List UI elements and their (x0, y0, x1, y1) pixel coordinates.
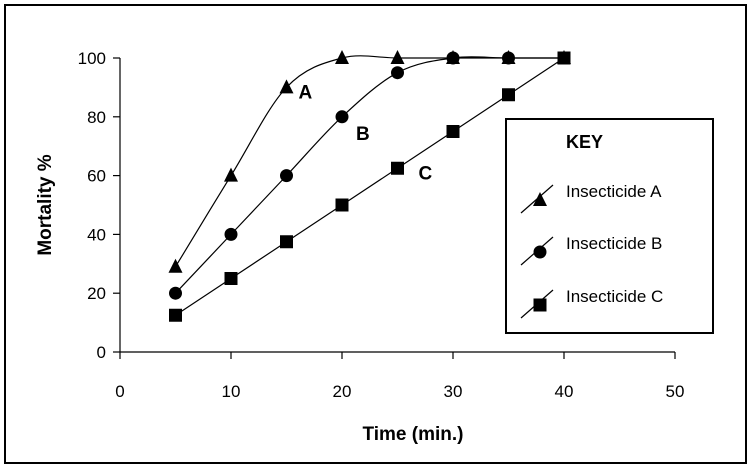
insecticide-b-curve-label: B (356, 124, 370, 145)
insecticide-a-legend-marker (533, 192, 547, 206)
insecticide-c-point (557, 51, 571, 65)
insecticide-c-point (224, 272, 238, 285)
legend-title: KEY (566, 132, 603, 152)
insecticide-b-point (169, 286, 182, 300)
axes: 0 10 20 30 40 50 0 20 40 60 80 100 (78, 49, 685, 401)
y-tick-label: 0 (97, 343, 106, 362)
insecticide-b-point (280, 169, 293, 183)
y-tick-label: 60 (87, 167, 106, 186)
insecticide-a-point (224, 167, 238, 182)
insecticide-b-point (335, 110, 349, 124)
legend-items: Insecticide A Insecticide B Insecticide C (520, 182, 663, 319)
y-tick-label: 80 (87, 108, 106, 127)
insecticide-a-point (390, 50, 405, 64)
insecticide-c-point (446, 125, 460, 138)
y-tick-label: 40 (87, 225, 106, 244)
insecticide-b-point (446, 51, 460, 65)
x-tick-label: 50 (666, 382, 685, 401)
insecticide-b-point (502, 51, 515, 65)
insecticide-b-legend-label: Insecticide B (566, 234, 662, 253)
insecticide-a-point (279, 79, 294, 94)
insecticide-c-point (391, 161, 404, 175)
insecticide-a-point (335, 50, 349, 64)
x-axis-title: Time (min.) (363, 424, 464, 445)
x-tick-label: 20 (333, 382, 352, 401)
y-tick-label: 100 (78, 49, 106, 68)
insecticide-b-point (391, 66, 404, 80)
insecticide-c-curve-label: C (419, 163, 433, 184)
insecticide-a-point (168, 258, 183, 273)
insecticide-a-legend-label: Insecticide A (566, 182, 662, 201)
legend-box (505, 118, 714, 334)
x-tick-label: 10 (222, 382, 241, 401)
series-markers (168, 50, 571, 322)
x-tick-label: 40 (555, 382, 574, 401)
insecticide-c-legend-label: Insecticide C (566, 287, 663, 306)
series-curve-labels: A B C (299, 82, 433, 184)
insecticide-c-point (280, 235, 293, 249)
insecticide-b-point (224, 227, 238, 241)
insecticide-c-legend-marker (533, 298, 547, 312)
insecticide-c-point (335, 198, 349, 212)
y-axis-title: Mortality % (35, 154, 56, 255)
y-tick-label: 20 (87, 284, 106, 303)
x-tick-label: 30 (444, 382, 463, 401)
insecticide-c-point (169, 308, 182, 322)
insecticide-a-curve-label: A (299, 82, 313, 103)
insecticide-c-point (502, 88, 515, 102)
x-tick-label: 0 (115, 382, 124, 401)
insecticide-b-legend-marker (533, 245, 547, 259)
